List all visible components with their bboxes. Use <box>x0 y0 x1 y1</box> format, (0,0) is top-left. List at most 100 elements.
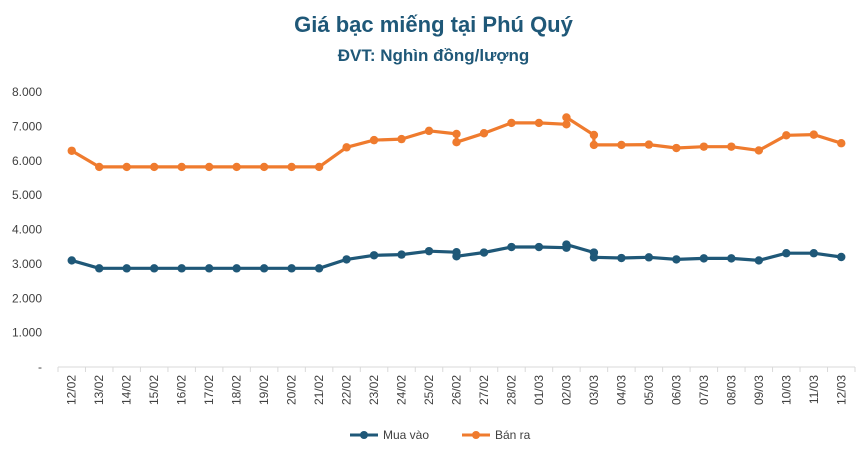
series-point <box>754 146 764 155</box>
series-point <box>589 140 599 150</box>
series-point <box>95 162 104 172</box>
series-point <box>452 129 461 139</box>
x-tick-label: 21/02 <box>312 375 326 405</box>
series-point <box>232 162 241 172</box>
y-tick-label: 4.000 <box>12 223 42 237</box>
y-tick-label: 6.000 <box>12 154 42 168</box>
series-point <box>149 162 159 172</box>
x-tick-label: 10/03 <box>779 375 793 405</box>
series-point <box>424 126 434 136</box>
series-point <box>342 255 351 264</box>
x-tick-label: 28/02 <box>504 375 518 405</box>
series-point <box>782 249 791 258</box>
x-tick-label: 25/02 <box>422 375 436 405</box>
y-tick-label: 1.000 <box>12 326 42 340</box>
series-point <box>67 146 76 155</box>
series-layer <box>67 113 846 273</box>
x-axis-ticks: 12/02 13/02 14/02 15/02 16/02 17/02 18/02 19/02… <box>57 367 856 405</box>
series-point <box>369 251 379 260</box>
series-point <box>342 143 351 152</box>
x-tick-label: 16/02 <box>175 375 189 405</box>
x-tick-label: 06/03 <box>669 375 683 405</box>
series-point <box>534 118 544 128</box>
legend: Mua vào Bán ra <box>350 428 531 442</box>
y-tick-label: 5.000 <box>12 188 42 202</box>
series-point <box>562 113 571 122</box>
series-point <box>122 264 131 273</box>
series-point <box>507 242 516 252</box>
series-point <box>727 142 736 151</box>
series-point <box>644 253 654 262</box>
y-axis-ticks: - 1.000 2.000 3.000 4.000 5.000 6.000 7.000 8.00… <box>12 85 42 374</box>
x-tick-label: 01/03 <box>532 375 546 405</box>
series-point <box>644 140 654 149</box>
series-line-0 <box>70 243 843 270</box>
x-tick-label: 18/02 <box>230 375 244 405</box>
y-tick-label: 2.000 <box>12 291 42 305</box>
series-point <box>617 140 626 150</box>
x-tick-label: 08/03 <box>724 375 738 405</box>
chart-title: Giá bạc miếng tại Phú Quý <box>294 12 573 37</box>
series-point <box>67 256 76 265</box>
series-point <box>369 135 379 145</box>
series-point <box>314 264 324 273</box>
legend-marker <box>472 431 480 439</box>
x-tick-label: 11/03 <box>807 375 821 404</box>
series-point <box>727 254 736 263</box>
x-tick-label: 07/03 <box>697 375 711 405</box>
legend-marker <box>360 431 368 439</box>
series-point <box>672 143 681 153</box>
y-tick-label: 7.000 <box>12 119 42 133</box>
series-point <box>204 264 214 273</box>
series-point <box>782 131 791 140</box>
series-point <box>259 264 269 273</box>
series-point <box>837 252 846 262</box>
series-point <box>177 162 186 172</box>
series-point <box>95 264 104 273</box>
x-tick-label: 26/02 <box>450 375 464 405</box>
series-point <box>754 256 764 265</box>
series-point <box>314 162 324 172</box>
x-tick-label: 04/03 <box>614 375 628 405</box>
series-point <box>149 264 159 273</box>
x-tick-label: 23/02 <box>367 375 381 405</box>
x-tick-label: 15/02 <box>147 375 161 405</box>
series-point <box>479 129 489 138</box>
series-point <box>534 242 544 252</box>
series-point <box>452 252 461 261</box>
series-point <box>837 139 846 148</box>
x-tick-label: 24/02 <box>395 375 409 405</box>
series-point <box>287 264 296 273</box>
x-tick-label: 12/02 <box>65 375 79 405</box>
series-point <box>177 264 186 273</box>
series-point <box>452 137 461 147</box>
series-point <box>699 142 709 151</box>
x-tick-label: 17/02 <box>202 375 216 405</box>
x-tick-label: 13/02 <box>92 375 106 405</box>
y-tick-label: - <box>38 360 42 374</box>
x-tick-label: 20/02 <box>285 375 299 405</box>
x-tick-label: 02/03 <box>559 375 573 405</box>
series-point <box>809 130 818 139</box>
series-point <box>589 130 599 140</box>
x-tick-label: 22/02 <box>340 375 354 405</box>
series-point <box>699 254 709 263</box>
series-point <box>122 162 131 172</box>
series-point <box>204 162 214 172</box>
series-point <box>562 120 571 129</box>
x-tick-label: 19/02 <box>257 375 271 405</box>
series-point <box>562 240 571 249</box>
legend-label: Bán ra <box>495 428 531 442</box>
series-point <box>397 134 406 144</box>
x-tick-label: 09/03 <box>752 375 766 405</box>
series-point <box>259 162 269 172</box>
chart-subtitle: ĐVT: Nghìn đồng/lượng <box>337 46 530 65</box>
y-tick-label: 3.000 <box>12 257 42 271</box>
x-tick-label: 12/03 <box>834 375 848 405</box>
series-line-1 <box>70 115 843 169</box>
x-tick-label: 05/03 <box>642 375 656 405</box>
series-point <box>397 250 406 259</box>
x-tick-label: 14/02 <box>120 375 134 405</box>
series-point <box>424 246 434 256</box>
